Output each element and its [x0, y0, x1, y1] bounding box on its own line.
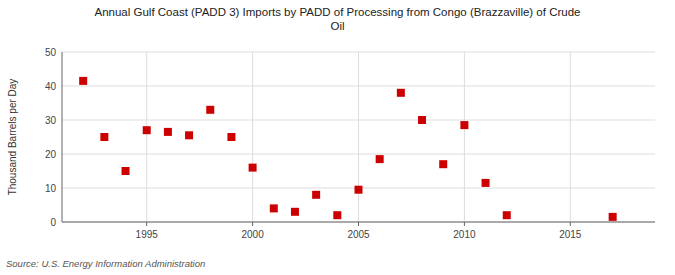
point: [418, 116, 426, 124]
point: [185, 131, 193, 139]
x-tick-label: 2010: [453, 229, 476, 240]
grid: [62, 52, 655, 222]
x-tick: [570, 222, 571, 226]
grid-line-x: [464, 52, 465, 222]
point: [79, 77, 87, 85]
point: [164, 128, 172, 136]
y-tick-label: 0: [50, 217, 56, 228]
point: [460, 121, 468, 129]
point: [503, 211, 511, 219]
y-axis-line: [62, 52, 63, 222]
x-tick: [252, 222, 253, 226]
x-tick-label: 1995: [136, 229, 159, 240]
grid-line-x: [358, 52, 359, 222]
chart-svg: Annual Gulf Coast (PADD 3) Imports by PA…: [0, 0, 675, 275]
grid-line-x: [252, 52, 253, 222]
point: [291, 208, 299, 216]
y-tick-label: 40: [45, 81, 57, 92]
y-axis-label: Thousand Barrels per Day: [7, 79, 18, 196]
x-tick: [464, 222, 465, 226]
y-tick-label: 30: [45, 115, 57, 126]
point: [482, 179, 490, 187]
point: [100, 133, 108, 141]
y-tick-label: 10: [45, 183, 57, 194]
x-axis-line: [62, 222, 655, 223]
title-line: Annual Gulf Coast (PADD 3) Imports by PA…: [95, 6, 581, 18]
point: [270, 204, 278, 212]
point: [206, 106, 214, 114]
point: [355, 186, 363, 194]
grid-line-y: [62, 222, 655, 223]
point: [397, 89, 405, 97]
point: [376, 155, 384, 163]
y-tick-label: 50: [45, 47, 57, 58]
point: [439, 160, 447, 168]
points: [79, 77, 616, 221]
x-tick-label: 2005: [347, 229, 370, 240]
point: [312, 191, 320, 199]
title-line: Oil: [330, 20, 344, 32]
point: [609, 213, 617, 221]
point: [249, 164, 257, 172]
chart-title: Annual Gulf Coast (PADD 3) Imports by PA…: [95, 6, 581, 32]
x-tick-label: 2000: [241, 229, 264, 240]
point: [227, 133, 235, 141]
y-tick-label: 20: [45, 149, 57, 160]
grid-line-x: [570, 52, 571, 222]
x-tick-label: 2015: [559, 229, 582, 240]
point: [143, 126, 151, 134]
x-tick: [146, 222, 147, 226]
grid-line-x: [146, 52, 147, 222]
point: [122, 167, 130, 175]
chart-container: Annual Gulf Coast (PADD 3) Imports by PA…: [0, 0, 675, 275]
x-tick: [358, 222, 359, 226]
source-note: Source: U.S. Energy Information Administ…: [6, 258, 205, 269]
point: [333, 211, 341, 219]
